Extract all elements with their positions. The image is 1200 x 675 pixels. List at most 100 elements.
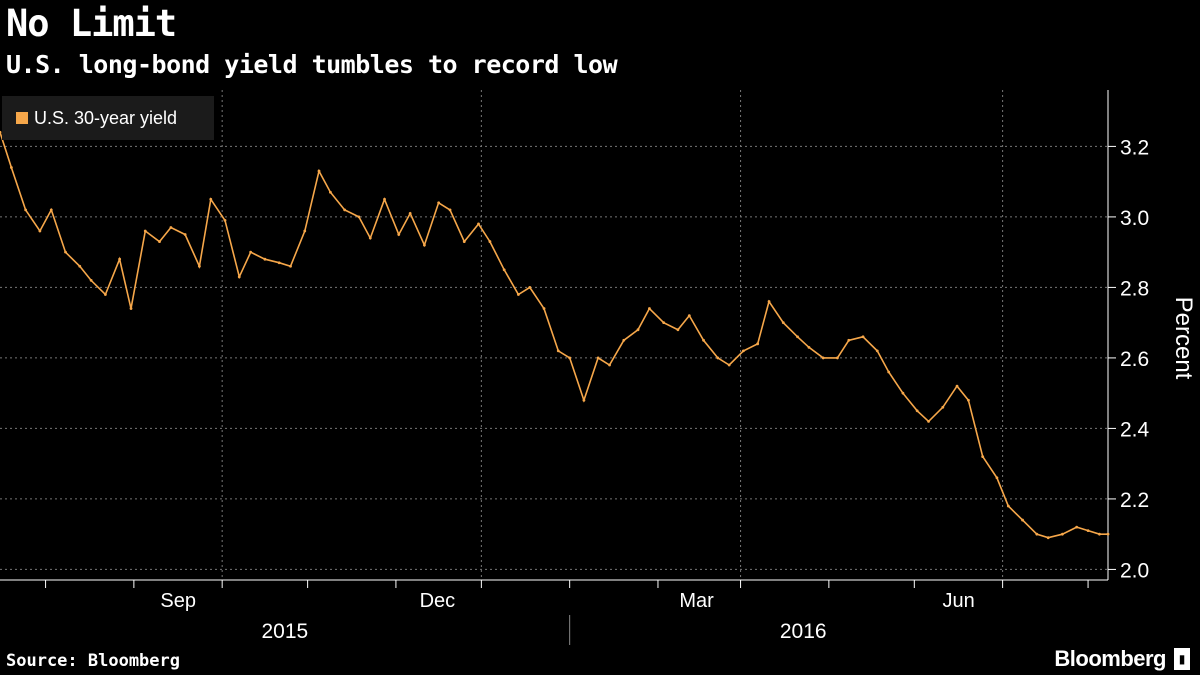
x-tick-label: Sep — [160, 590, 196, 612]
data-point — [277, 261, 281, 265]
data-point — [662, 321, 666, 325]
x-tick-label: Dec — [420, 590, 456, 612]
data-point — [516, 293, 520, 296]
data-point — [383, 197, 386, 201]
legend-label: U.S. 30-year yield — [34, 107, 178, 128]
data-point — [24, 208, 28, 212]
data-point — [289, 264, 292, 268]
chart-title: No Limit — [6, 2, 177, 45]
data-point — [329, 190, 332, 194]
data-point — [209, 197, 213, 201]
data-point — [767, 300, 771, 303]
data-point — [542, 307, 546, 310]
source-note: Source: Bloomberg — [6, 651, 180, 671]
y-tick-label: 2.6 — [1120, 348, 1149, 371]
data-point — [237, 275, 241, 279]
data-point — [796, 335, 799, 339]
data-point — [781, 321, 785, 325]
chart-subtitle: U.S. long-bond yield tumbles to record l… — [6, 50, 618, 79]
data-point — [1106, 532, 1110, 536]
data-point — [397, 233, 401, 236]
data-point — [941, 405, 945, 409]
data-point — [38, 229, 42, 233]
legend: U.S. 30-year yield — [2, 96, 214, 140]
data-point — [502, 268, 506, 272]
data-point — [1035, 532, 1039, 536]
data-point — [702, 338, 705, 342]
data-point — [303, 229, 307, 233]
y-tick-label: 2.4 — [1120, 418, 1150, 441]
data-point — [249, 250, 253, 254]
data-point — [568, 356, 572, 360]
data-point — [901, 391, 905, 395]
data-point — [477, 222, 480, 226]
data-point — [368, 236, 372, 240]
data-point — [622, 338, 626, 342]
data-point — [676, 328, 680, 332]
data-point — [49, 208, 53, 212]
data-point — [448, 208, 452, 212]
data-point — [596, 356, 600, 360]
data-point — [118, 257, 122, 261]
data-point — [756, 342, 760, 346]
x-tick-label: Mar — [679, 590, 714, 612]
data-point — [742, 349, 745, 353]
data-point — [716, 356, 720, 360]
data-point — [223, 219, 227, 222]
data-point — [981, 455, 985, 459]
data-point — [64, 250, 67, 254]
data-point — [317, 169, 321, 173]
data-point — [462, 240, 466, 243]
bloomberg-terminal-icon: ▮ — [1174, 648, 1190, 670]
data-point — [1021, 518, 1024, 522]
data-point — [129, 307, 133, 310]
data-point — [78, 264, 82, 268]
data-point — [821, 356, 825, 360]
y-tick-label: 2.0 — [1120, 559, 1149, 582]
data-point — [807, 345, 811, 349]
y-tick-label: 3.0 — [1120, 207, 1149, 230]
data-point — [636, 328, 640, 332]
data-point — [9, 166, 13, 169]
data-point — [103, 293, 107, 296]
data-point — [0, 130, 2, 134]
y-tick-label: 3.2 — [1120, 136, 1149, 159]
data-point — [263, 257, 267, 261]
data-point — [528, 286, 532, 289]
data-point — [582, 398, 586, 402]
data-point — [927, 419, 930, 423]
data-point — [437, 201, 441, 205]
data-point — [836, 356, 839, 360]
data-point — [861, 335, 865, 339]
brand-logo: Bloomberg ▮ — [1054, 646, 1190, 672]
y-axis-label: Percent — [1170, 297, 1197, 380]
x-tick-label: Jun — [942, 590, 974, 612]
data-point — [423, 243, 426, 247]
data-point — [648, 307, 651, 310]
data-point — [89, 278, 93, 282]
series-line — [0, 132, 1108, 539]
data-point — [143, 229, 147, 233]
y-tick-label: 2.2 — [1120, 489, 1149, 512]
data-point — [1098, 532, 1101, 536]
data-point — [847, 338, 851, 342]
data-point — [687, 314, 691, 318]
data-point — [183, 233, 187, 236]
data-point — [1086, 529, 1090, 533]
data-point — [1046, 536, 1050, 540]
data-point — [158, 240, 161, 243]
data-point — [995, 476, 999, 480]
data-point — [875, 349, 879, 353]
brand-name: Bloomberg — [1054, 646, 1166, 671]
data-point — [488, 240, 492, 243]
data-point — [955, 384, 959, 388]
data-point — [1075, 525, 1079, 529]
data-point — [608, 363, 611, 367]
year-label: 2015 — [261, 620, 308, 643]
data-point — [727, 363, 731, 367]
data-point — [887, 370, 891, 374]
data-point — [915, 409, 919, 413]
data-point — [357, 215, 361, 219]
data-point — [967, 398, 970, 402]
year-label: 2016 — [780, 620, 827, 643]
